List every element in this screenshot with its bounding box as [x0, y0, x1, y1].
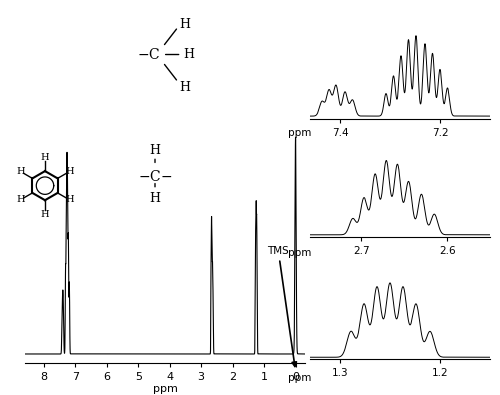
Text: H: H: [16, 196, 24, 205]
Text: H: H: [184, 48, 194, 61]
Text: H: H: [66, 167, 74, 176]
Text: ppm: ppm: [288, 128, 312, 137]
Text: $-$C$-$: $-$C$-$: [138, 169, 172, 184]
Text: H: H: [40, 210, 50, 219]
Text: ppm: ppm: [288, 373, 312, 383]
Text: H: H: [150, 145, 160, 157]
Text: H: H: [150, 192, 160, 205]
Text: H: H: [180, 18, 190, 31]
X-axis label: ppm: ppm: [152, 384, 178, 394]
Text: H: H: [66, 196, 74, 205]
Text: H: H: [16, 167, 24, 176]
Text: $-$C: $-$C: [137, 47, 160, 62]
Text: H: H: [40, 152, 50, 162]
Text: H: H: [180, 81, 190, 94]
Text: TMS: TMS: [268, 246, 296, 367]
Text: ppm: ppm: [288, 248, 312, 258]
